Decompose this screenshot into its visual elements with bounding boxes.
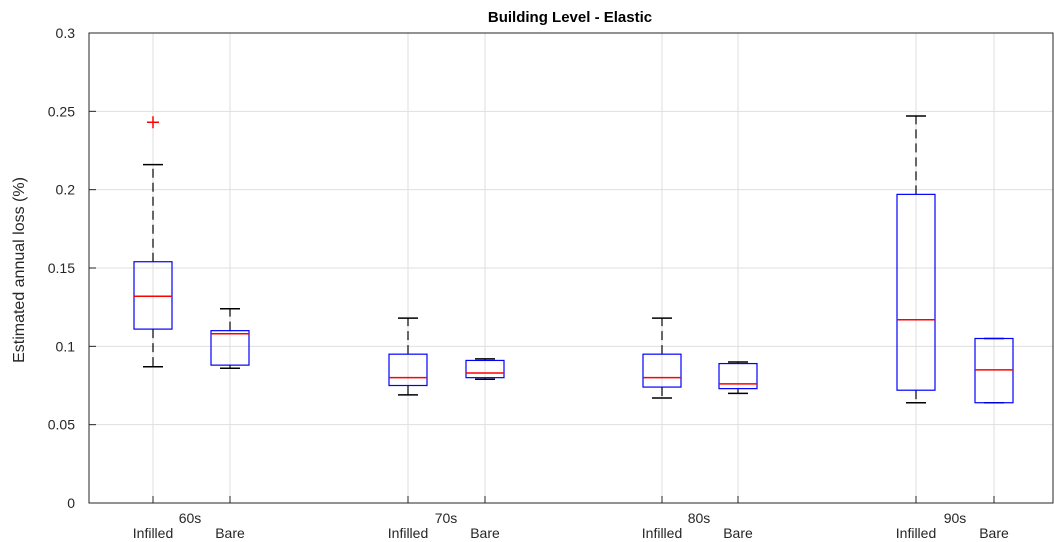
group-label: 90s [944,510,967,526]
box-70s-infilled [388,317,428,396]
chart-title: Building Level - Elastic [488,9,652,26]
box-iqr [133,261,173,330]
box-70s-bare [465,358,505,380]
box-iqr [388,353,428,387]
group-label: 80s [688,510,711,526]
box-60s-bare [210,307,250,370]
box-iqr [718,362,758,390]
group-label: 60s [179,510,202,526]
plot-frame [88,32,1054,504]
y-tick-label: 0.05 [48,417,75,433]
x-tick-label: Bare [215,525,245,541]
box-iqr [974,337,1014,404]
x-tick-label: Infilled [642,525,682,541]
box-iqr [896,193,936,391]
tick-labels: 0 0.05 0.1 0.15 0.2 0.25 0.3 Infilled Bare Infill… [48,25,1009,541]
x-tick-label: Bare [470,525,500,541]
group-label: 70s [435,510,458,526]
box-80s-infilled [642,317,682,399]
box-80s-bare [718,361,758,395]
box-marks [133,115,1014,404]
y-tick-label: 0.3 [56,25,76,41]
box-iqr [210,330,250,366]
y-tick-label: 0.1 [56,338,76,354]
x-tick-label: Infilled [133,525,173,541]
x-tick-label: Bare [723,525,753,541]
box-90s-infilled [896,115,936,404]
x-tick-label: Infilled [896,525,936,541]
y-axis-title: Estimated annual loss (%) [11,177,28,363]
y-tick-label: 0 [67,495,75,511]
grid-lines [89,32,1053,504]
x-tick-label: Bare [979,525,1009,541]
box-90s-bare [974,337,1014,404]
box-60s-infilled [133,116,173,368]
outlier-marker [147,116,159,129]
y-tick-label: 0.25 [48,103,75,119]
y-tick-label: 0.15 [48,260,75,276]
box-iqr [642,353,682,388]
box-iqr [465,359,505,379]
x-tick-label: Infilled [388,525,428,541]
axes-frame [88,32,1054,504]
y-tick-label: 0.2 [56,182,76,198]
